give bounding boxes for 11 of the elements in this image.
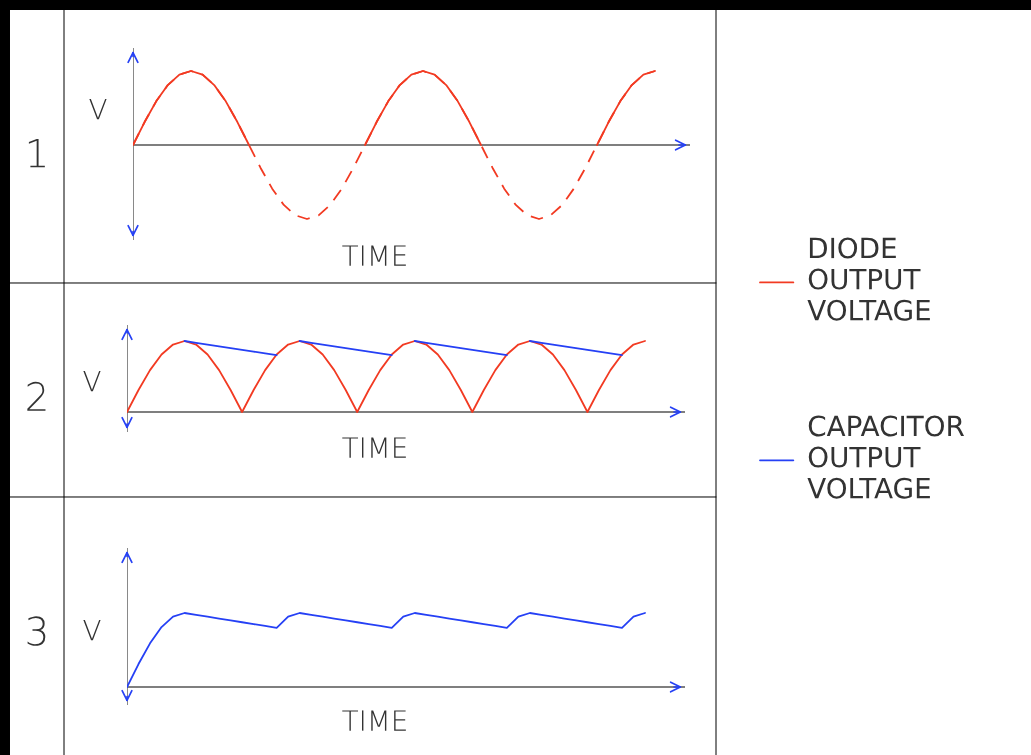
text: 1 xyxy=(28,138,45,168)
y-axis-title: V xyxy=(89,98,107,120)
text: 2 xyxy=(27,381,46,411)
x-axis-title: TIME xyxy=(342,710,406,731)
y-axis-title: V xyxy=(83,370,101,392)
legend-label: DIODE OUTPUT VOLTAGE xyxy=(807,237,930,321)
x-axis-title: TIME xyxy=(342,245,406,266)
y-axis-title: V xyxy=(83,619,101,641)
x-axis-title: TIME xyxy=(342,437,406,458)
chart-title: 3 xyxy=(27,616,46,646)
legend-label: CAPACITOR OUTPUT VOLTAGE xyxy=(807,415,965,499)
